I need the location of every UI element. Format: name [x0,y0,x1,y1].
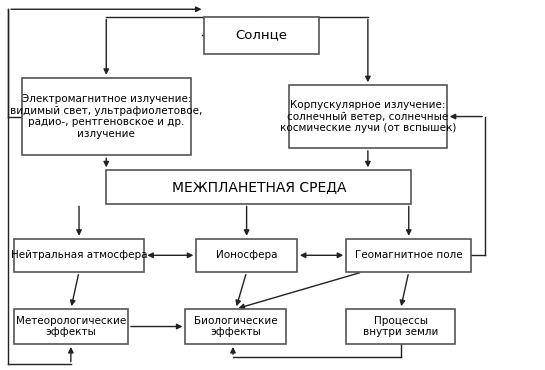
FancyBboxPatch shape [196,239,297,272]
FancyBboxPatch shape [346,239,471,272]
FancyBboxPatch shape [14,309,128,344]
FancyBboxPatch shape [185,309,286,344]
Text: Нейтральная атмосфера: Нейтральная атмосфера [11,250,147,260]
Text: Процессы
внутри земли: Процессы внутри земли [363,316,438,337]
FancyBboxPatch shape [22,78,191,155]
FancyBboxPatch shape [106,170,411,204]
Text: Солнце: Солнце [235,28,288,42]
Text: Метеорологические
эффекты: Метеорологические эффекты [16,316,126,337]
Text: МЕЖПЛАНЕТНАЯ СРЕДА: МЕЖПЛАНЕТНАЯ СРЕДА [172,180,346,194]
Text: Корпускулярное излучение:
солнечный ветер, солнечные
космические лучи (от вспыше: Корпускулярное излучение: солнечный вете… [280,100,456,133]
Text: Электромагнитное излучение:
видимый свет, ультрафиолетовое,
радио-, рентгеновско: Электромагнитное излучение: видимый свет… [10,94,202,139]
FancyBboxPatch shape [204,17,319,54]
Text: Ионосфера: Ионосфера [216,250,277,260]
FancyBboxPatch shape [14,239,144,272]
Text: Геомагнитное поле: Геомагнитное поле [355,250,463,260]
Text: Биологические
эффекты: Биологические эффекты [194,316,277,337]
FancyBboxPatch shape [289,85,447,148]
FancyBboxPatch shape [346,309,455,344]
